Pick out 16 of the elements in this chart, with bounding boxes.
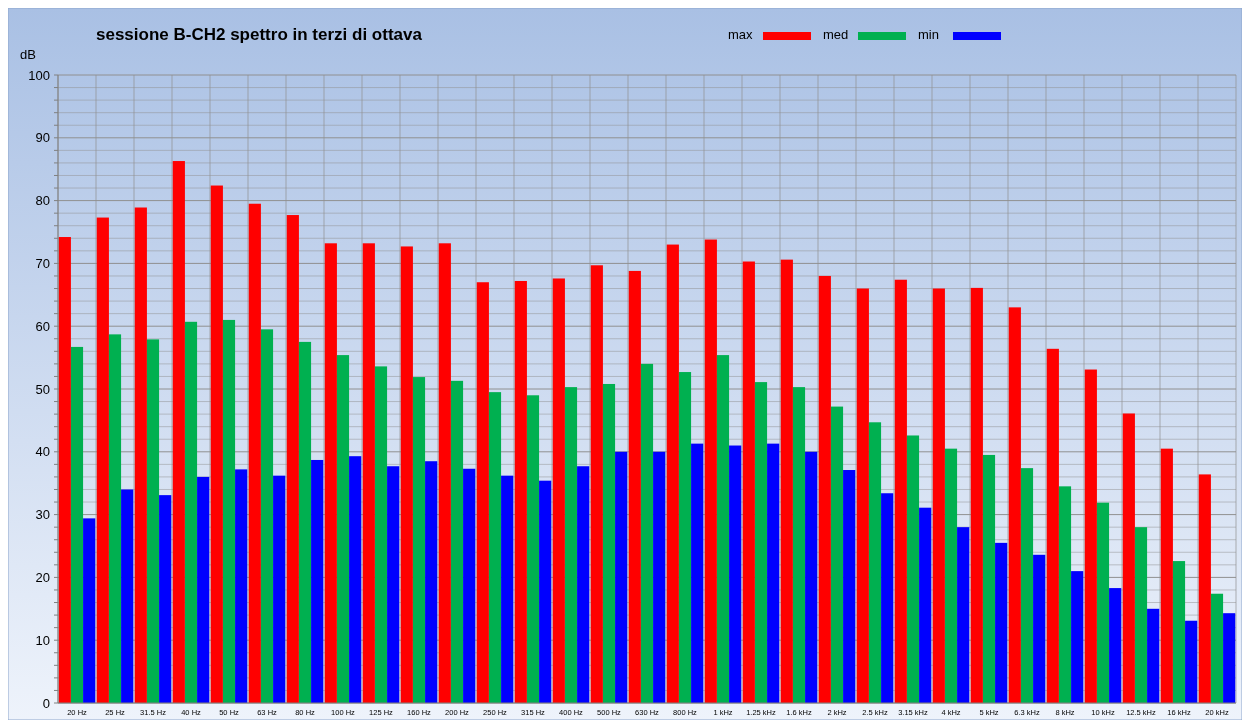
- y-tick-label: 100: [28, 67, 50, 83]
- y-axis-title: dB: [20, 47, 36, 62]
- y-tick-label: 0: [42, 695, 50, 711]
- y-tick-label: 30: [35, 507, 50, 523]
- y-tick-label: 90: [35, 130, 50, 146]
- y-tick-label: 80: [35, 193, 50, 209]
- chart-title: sessione B-CH2 spettro in terzi di ottava: [96, 25, 423, 44]
- y-tick-label: 50: [35, 381, 50, 397]
- y-tick-label: 60: [35, 318, 50, 334]
- y-tick-label: 10: [35, 632, 50, 648]
- legend-label: med: [823, 27, 849, 42]
- y-tick-label: 20: [35, 569, 50, 585]
- legend-label: max: [728, 27, 754, 42]
- y-tick-label: 40: [35, 444, 50, 460]
- legend-label: min: [918, 27, 939, 42]
- y-tick-label: 70: [35, 255, 50, 271]
